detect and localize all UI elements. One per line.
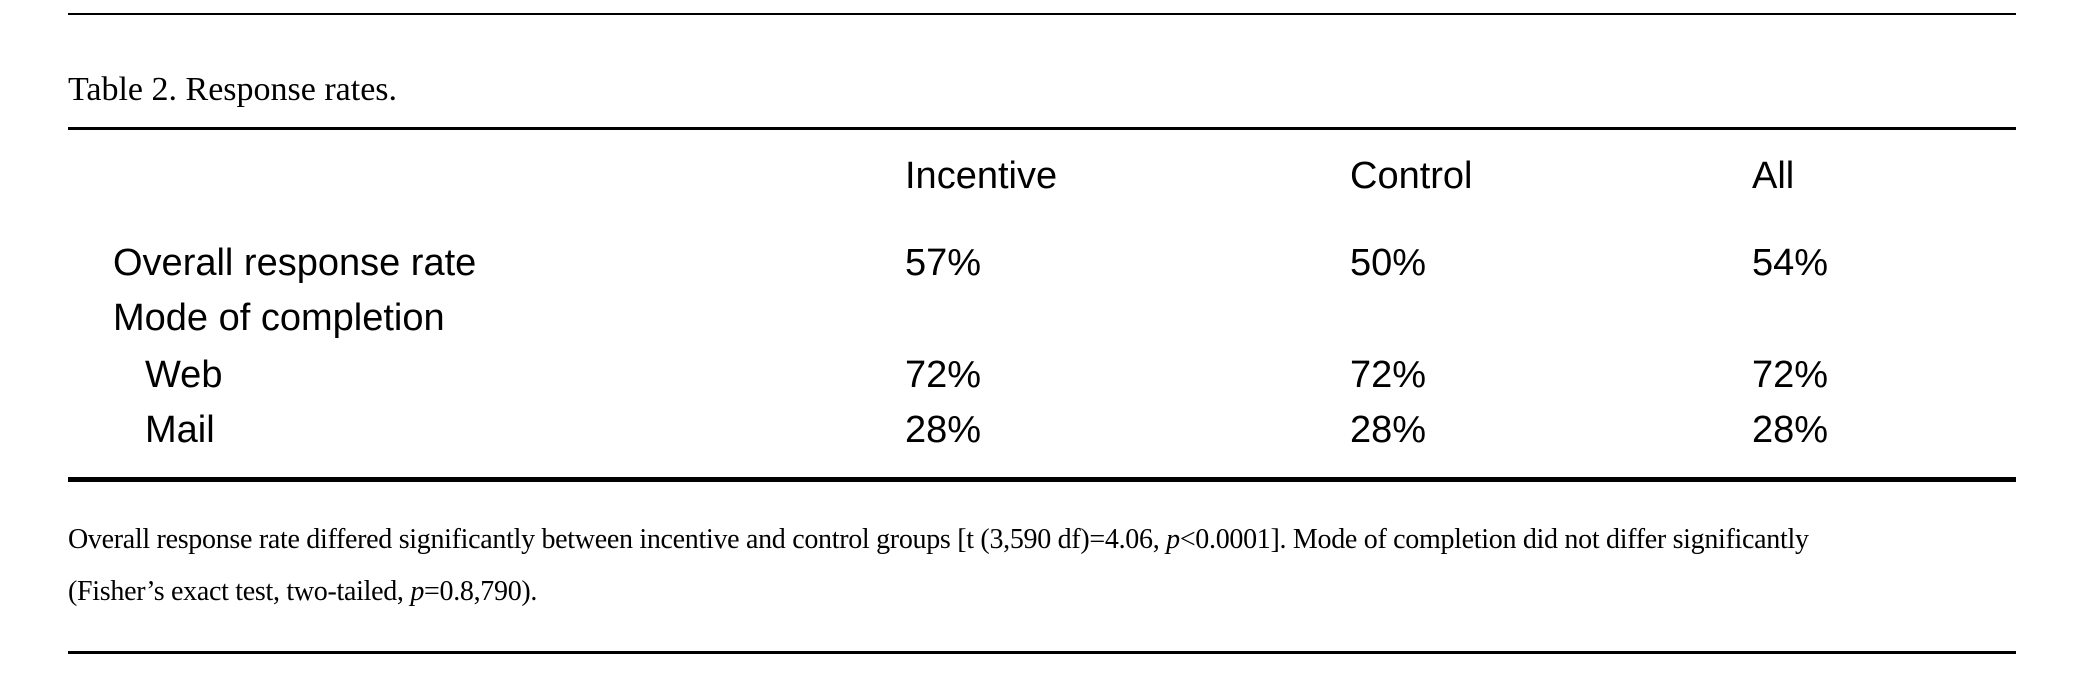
column-header-control: Control: [1350, 155, 1473, 197]
cell-web-control: 72%: [1350, 354, 1427, 396]
row-label-web: Web: [145, 354, 223, 396]
cell-mode-all: [1752, 297, 2016, 339]
table-footnote: Overall response rate differed significa…: [68, 514, 2016, 618]
cell-mail-incentive: 28%: [905, 409, 982, 451]
table-row: Overall response rate 57% 50% 54%: [68, 242, 2016, 284]
cell-overall-all: 54%: [1752, 242, 1829, 284]
cell-mode-control: [1350, 297, 1752, 339]
footnote-line-1: Overall response rate differed significa…: [68, 514, 2016, 566]
cell-mail-control: 28%: [1350, 409, 1427, 451]
table-top-rule: [68, 13, 2016, 15]
table-row: Mode of completion: [68, 297, 2016, 339]
row-label-mode-of-completion: Mode of completion: [113, 297, 445, 339]
table-caption: Table 2. Response rates.: [68, 71, 398, 108]
table-bottom-rule: [68, 477, 2016, 482]
column-header-all: All: [1752, 155, 1795, 197]
cell-mode-incentive: [905, 297, 1350, 339]
footnote-italic-p: p: [410, 576, 425, 607]
table-header-row: Incentive Control All: [68, 155, 2016, 197]
cell-web-all: 72%: [1752, 354, 1829, 396]
footnote-line-2: (Fisher’s exact test, two-tailed, p=0.8,…: [68, 566, 2016, 618]
row-label-overall-response-rate: Overall response rate: [113, 242, 477, 284]
caption-divider-rule: [68, 127, 2016, 130]
table-row: Web 72% 72% 72%: [68, 354, 2016, 396]
cell-overall-control: 50%: [1350, 242, 1427, 284]
page-bottom-rule: [68, 651, 2016, 654]
row-label-mail: Mail: [145, 409, 215, 451]
footnote-text: (Fisher’s exact test, two-tailed,: [68, 576, 411, 607]
footnote-text: =0.8,790).: [424, 576, 538, 607]
cell-mail-all: 28%: [1752, 409, 1829, 451]
cell-web-incentive: 72%: [905, 354, 982, 396]
cell-overall-incentive: 57%: [905, 242, 982, 284]
header-spacer-cell: [68, 155, 905, 197]
footnote-text: Overall response rate differed significa…: [68, 524, 1167, 555]
footnote-italic-p: p: [1166, 524, 1180, 555]
column-header-incentive: Incentive: [905, 155, 1058, 197]
table-row: Mail 28% 28% 28%: [68, 409, 2016, 451]
footnote-text: <0.0001]. Mode of completion did not dif…: [1179, 524, 1809, 555]
